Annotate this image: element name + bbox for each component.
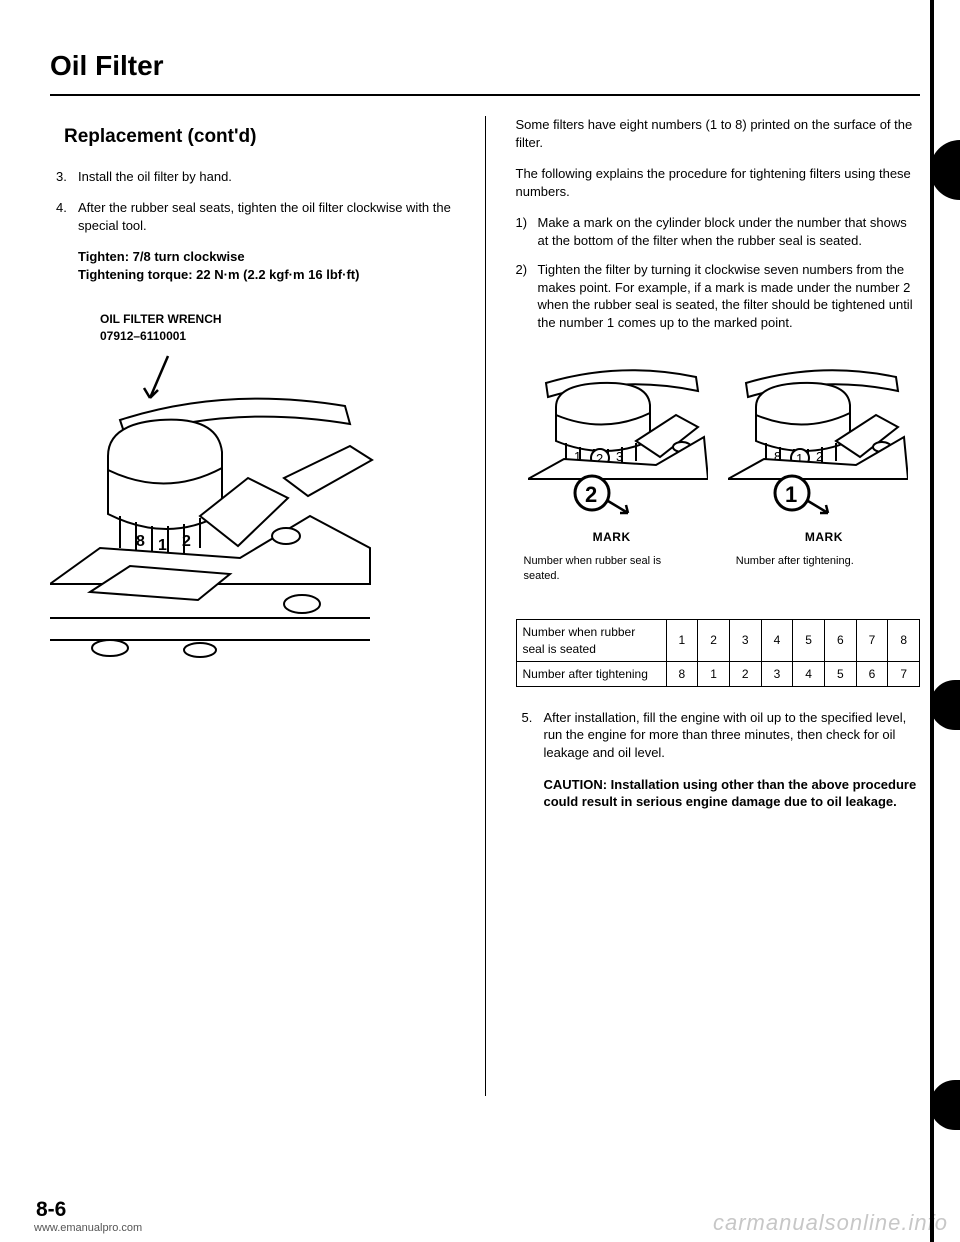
table-cell: 1 [698,661,730,686]
intro-paragraph-1: Some filters have eight numbers (1 to 8)… [516,116,921,151]
table-cell: 6 [824,620,856,661]
column-divider [485,116,486,1096]
table-cell: 8 [666,661,698,686]
page-title: Oil Filter [50,50,920,82]
row-label: Number when rubber seal is seated [516,620,666,661]
intro-paragraph-2: The following explains the procedure for… [516,165,921,200]
table-row: Number after tightening 8 1 2 3 4 5 6 7 [516,661,920,686]
tighten-line-1: Tighten: 7/8 turn clockwise [78,248,455,266]
step-number: 3. [56,168,78,186]
table-cell: 7 [888,661,920,686]
mark-label-left: MARK [516,529,708,545]
svg-text:1: 1 [785,482,797,507]
caption-left: Number when rubber seal is seated. [516,554,708,584]
table-cell: 6 [856,661,888,686]
table-cell: 2 [698,620,730,661]
caption-right: Number after tightening. [728,554,920,584]
tighten-spec: Tighten: 7/8 turn clockwise Tightening t… [78,248,455,283]
table-cell: 3 [761,661,793,686]
substep-text: Make a mark on the cylinder block under … [538,214,921,249]
two-column-layout: Replacement (cont'd) 3. Install the oil … [50,116,920,1096]
footer-url: www.emanualpro.com [34,1222,142,1234]
mark-label-right: MARK [728,529,920,545]
number-mapping-table: Number when rubber seal is seated 1 2 3 … [516,619,921,687]
step-text: After installation, fill the engine with… [544,709,921,762]
table-cell: 5 [793,620,825,661]
step-5: 5. After installation, fill the engine w… [516,709,921,762]
page-number: 8-6 [36,1198,66,1222]
step-number: 5. [522,709,544,762]
mark-labels-row: MARK MARK [516,529,921,545]
table-row: Number when rubber seal is seated 1 2 3 … [516,620,920,661]
svg-text:2: 2 [585,482,597,507]
caution-label: CAUTION: [544,777,608,792]
left-column: Replacement (cont'd) 3. Install the oil … [50,116,455,1096]
wrench-label-line2: 07912–6110001 [100,328,455,344]
table-cell: 1 [666,620,698,661]
substep-text: Tighten the filter by turning it clockwi… [538,261,921,331]
wrench-label-line1: OIL FILTER WRENCH [100,311,455,327]
row-label: Number after tightening [516,661,666,686]
watermark: carmanualsonline.info [713,1210,948,1236]
wrench-label: OIL FILTER WRENCH 07912–6110001 [100,311,455,343]
edge-tab-icon [930,140,960,200]
mark-diagram-before: 1 2 3 2 [528,353,708,523]
table-cell: 2 [729,661,761,686]
oil-filter-wrench-diagram: 8 1 2 [50,348,380,668]
diagram-captions: Number when rubber seal is seated. Numbe… [516,554,921,584]
step-number: 4. [56,199,78,234]
step-4: 4. After the rubber seal seats, tighten … [50,199,455,234]
section-heading: Replacement (cont'd) [64,124,455,150]
mark-diagram-after: 8 1 2 1 [728,353,908,523]
svg-text:8: 8 [136,533,145,550]
step-text: After the rubber seal seats, tighten the… [78,199,455,234]
right-column: Some filters have eight numbers (1 to 8)… [516,116,921,1096]
edge-tab-icon [930,680,960,730]
table-cell: 7 [856,620,888,661]
step-3: 3. Install the oil filter by hand. [50,168,455,186]
horizontal-rule [50,94,920,96]
table-cell: 3 [729,620,761,661]
mark-diagram-pair: 1 2 3 2 [516,353,921,523]
right-edge-tabs [930,0,960,1242]
substep-1: 1) Make a mark on the cylinder block und… [516,214,921,249]
svg-text:2: 2 [182,533,191,550]
table-cell: 8 [888,620,920,661]
substep-number: 2) [516,261,538,331]
step-text: Install the oil filter by hand. [78,168,455,186]
substep-2: 2) Tighten the filter by turning it cloc… [516,261,921,331]
table-cell: 4 [793,661,825,686]
edge-tab-icon [930,1080,960,1130]
table-cell: 4 [761,620,793,661]
table-cell: 5 [824,661,856,686]
substep-number: 1) [516,214,538,249]
caution-block: CAUTION: Installation using other than t… [544,776,921,811]
tighten-line-2: Tightening torque: 22 N·m (2.2 kgf·m 16 … [78,266,455,284]
